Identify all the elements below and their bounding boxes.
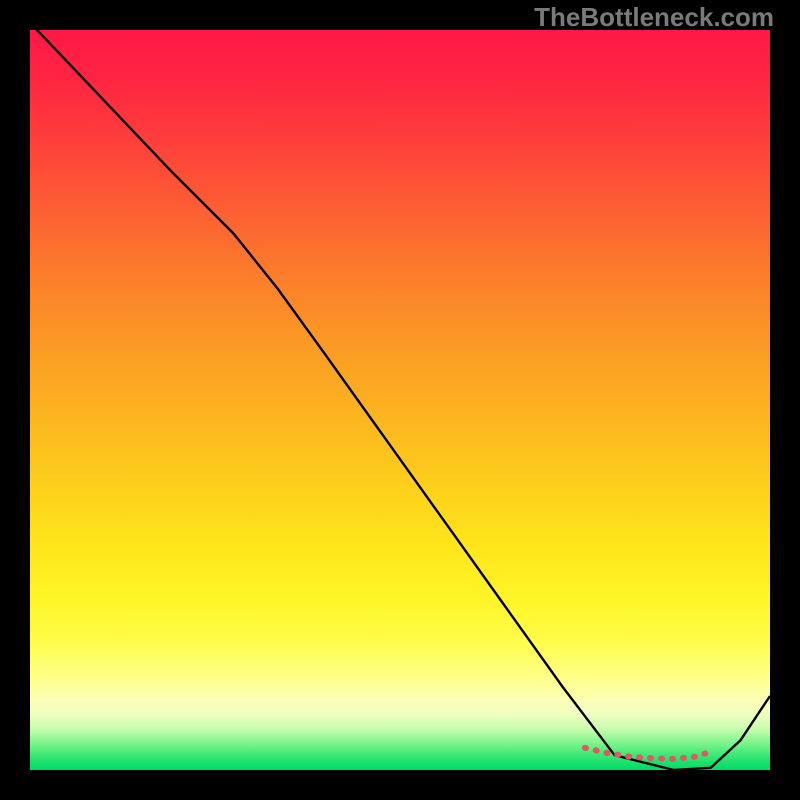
plot-area <box>30 30 770 770</box>
chart-frame: TheBottleneck.com <box>0 0 800 800</box>
watermark-text: TheBottleneck.com <box>534 2 774 33</box>
chart-svg <box>30 30 770 770</box>
